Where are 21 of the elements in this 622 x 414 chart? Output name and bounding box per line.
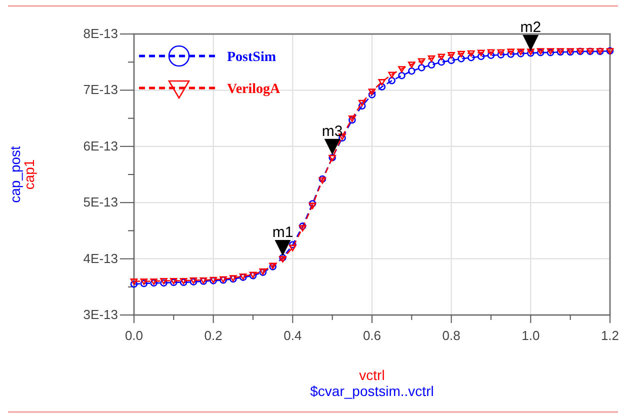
x-tick-label: 0.6 <box>362 328 382 343</box>
y-tick-label: 5E-13 <box>83 194 118 210</box>
text: PostSim <box>227 50 276 65</box>
y-tick-label: 4E-13 <box>83 250 118 266</box>
x-tick-label: 1.2 <box>600 328 620 343</box>
x-tick-label: 0.0 <box>124 328 144 343</box>
text: cap_post <box>7 146 23 203</box>
text: vctrl <box>359 367 385 383</box>
y-tick-label: 7E-13 <box>83 82 118 98</box>
annotation: m1 <box>272 224 294 241</box>
y-tick-label: 3E-13 <box>83 307 118 322</box>
annotation: m3 <box>322 122 343 140</box>
x-tick-label: 1.0 <box>522 328 540 343</box>
y-tick-label: 6E-13 <box>83 138 118 154</box>
x-tick-label: 0.4 <box>284 328 302 343</box>
y-tick-label: 8E-13 <box>83 26 118 41</box>
annotation: m2 <box>520 18 542 36</box>
x-tick-label: 0.8 <box>442 328 460 343</box>
text: $cvar_postsim..vctrl <box>310 383 434 399</box>
text: VerilogA <box>227 82 282 97</box>
x-tick-label: 0.2 <box>204 328 222 343</box>
